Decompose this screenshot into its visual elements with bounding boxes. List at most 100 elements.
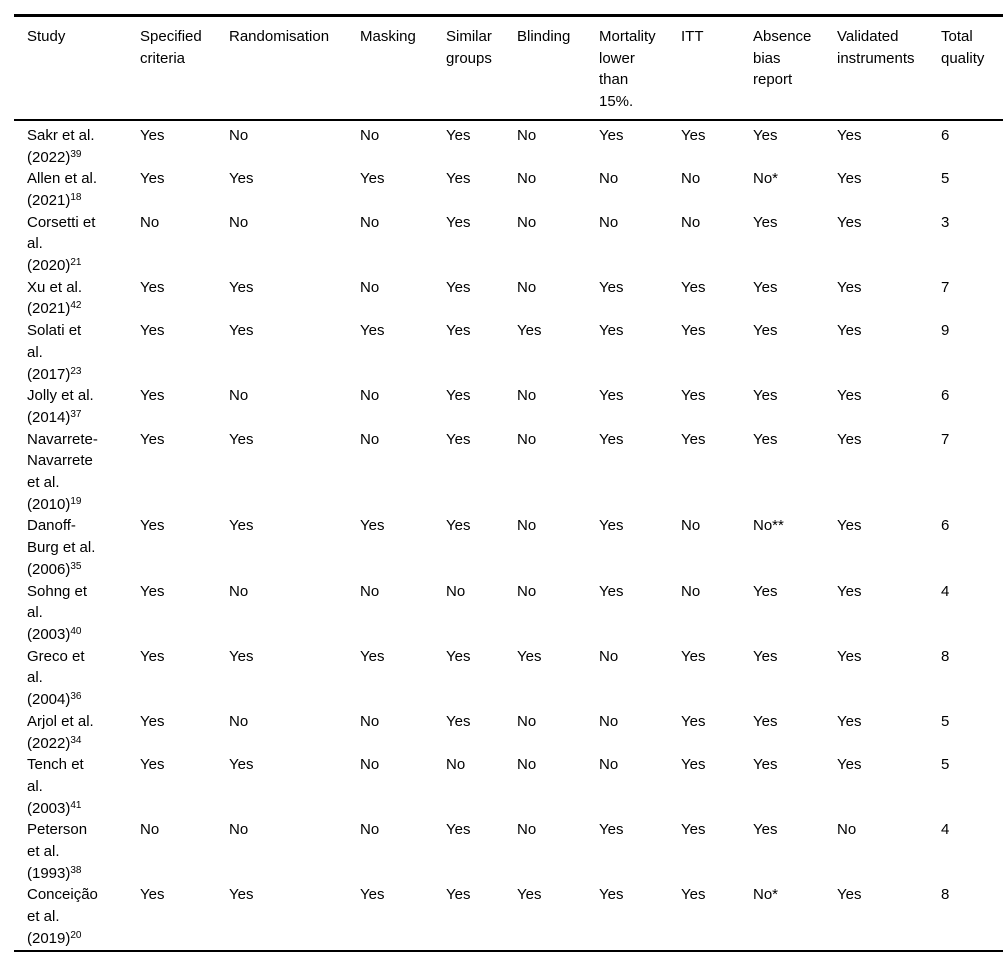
value-cell: Yes: [753, 647, 778, 665]
value-cell: No*: [753, 170, 779, 188]
value-cell: Yes: [599, 582, 624, 600]
study-name: Greco et al. (2004): [27, 647, 85, 709]
value-cell: No: [599, 170, 619, 188]
value-cell: Yes: [446, 430, 471, 448]
total-quality-cell: 8: [941, 647, 950, 665]
study-name: Conceição et al. (2019): [27, 886, 98, 947]
value-cell: Yes: [599, 278, 624, 296]
quality-assessment-table: Study Specified criteria Randomisation Mask…: [14, 14, 1003, 952]
value-cell: Yes: [229, 322, 254, 340]
column-header: Mortality lower than 15%.: [599, 15, 681, 121]
study-cell: Jolly et al. (2014)37: [14, 385, 140, 428]
value-cell: No: [517, 430, 537, 448]
value-cell: No: [681, 170, 701, 188]
table-row: Danoff-Burg et al. (2006)35 Yes Yes Yes Yes N…: [14, 515, 1003, 580]
value-cell: No: [517, 517, 537, 535]
study-cell: Sakr et al. (2022)39: [14, 120, 140, 168]
value-cell: No: [360, 821, 380, 839]
column-header: Validated instruments: [837, 15, 941, 121]
value-cell: Yes: [753, 322, 778, 340]
value-cell: Yes: [837, 170, 862, 188]
value-cell: Yes: [681, 756, 706, 774]
value-cell: No: [229, 712, 249, 730]
value-cell: Yes: [599, 322, 624, 340]
value-cell: No: [517, 213, 537, 231]
value-cell: Yes: [681, 821, 706, 839]
table-row: Jolly et al. (2014)37 Yes No No Yes No Yes Yes Y…: [14, 385, 1003, 428]
value-cell: Yes: [446, 278, 471, 296]
reference-superscript: 40: [70, 625, 82, 637]
study-cell: Xu et al. (2021)42: [14, 277, 140, 320]
value-cell: Yes: [360, 170, 385, 188]
value-cell: No: [360, 582, 380, 600]
value-cell: No: [360, 213, 380, 231]
reference-superscript: 41: [70, 799, 82, 811]
value-cell: No: [517, 278, 537, 296]
table-row: Solati et al. (2017)23 Yes Yes Yes Yes Yes Yes…: [14, 320, 1003, 385]
total-quality-cell: 4: [941, 582, 950, 600]
value-cell: Yes: [229, 170, 254, 188]
value-cell: Yes: [753, 278, 778, 296]
value-cell: Yes: [140, 886, 165, 904]
column-header: Study: [14, 15, 140, 121]
study-name: Corsetti et al. (2020): [27, 213, 96, 275]
value-cell: No: [446, 756, 466, 774]
value-cell: No: [229, 213, 249, 231]
value-cell: No: [360, 387, 380, 405]
value-cell: Yes: [446, 647, 471, 665]
value-cell: No: [140, 213, 160, 231]
value-cell: Yes: [360, 517, 385, 535]
value-cell: Yes: [837, 886, 862, 904]
value-cell: Yes: [837, 756, 862, 774]
reference-superscript: 18: [70, 191, 82, 203]
study-cell: Danoff-Burg et al. (2006)35: [14, 515, 140, 580]
value-cell: Yes: [360, 647, 385, 665]
value-cell: No: [599, 756, 619, 774]
value-cell: No*: [753, 886, 779, 904]
value-cell: Yes: [517, 322, 542, 340]
value-cell: Yes: [837, 517, 862, 535]
value-cell: No: [517, 582, 537, 600]
value-cell: No: [599, 213, 619, 231]
reference-superscript: 21: [70, 257, 82, 269]
study-name: Sakr et al. (2022): [27, 126, 95, 166]
value-cell: Yes: [446, 170, 471, 188]
reference-superscript: 37: [70, 408, 82, 420]
study-cell: Greco et al. (2004)36: [14, 646, 140, 711]
value-cell: No: [681, 582, 701, 600]
value-cell: No: [360, 712, 380, 730]
table-row: Allen et al. (2021)18 Yes Yes Yes Yes No No No N…: [14, 168, 1003, 211]
study-cell: Navarrete-Navarrete et al. (2010)19: [14, 429, 140, 516]
table-row: Navarrete-Navarrete et al. (2010)19 Yes Ye…: [14, 429, 1003, 516]
total-quality-cell: 6: [941, 126, 950, 144]
value-cell: No: [517, 756, 537, 774]
column-header: Randomisation: [229, 15, 360, 121]
value-cell: No: [360, 126, 380, 144]
value-cell: Yes: [360, 886, 385, 904]
value-cell: Yes: [837, 213, 862, 231]
value-cell: Yes: [753, 821, 778, 839]
value-cell: Yes: [140, 712, 165, 730]
value-cell: Yes: [753, 430, 778, 448]
study-name: Navarrete-Navarrete et al. (2010): [27, 430, 98, 513]
value-cell: Yes: [837, 430, 862, 448]
table-row: Corsetti et al. (2020)21 No No No Yes No No No Y…: [14, 212, 1003, 277]
table-row: Xu et al. (2021)42 Yes Yes No Yes No Yes Yes Yes…: [14, 277, 1003, 320]
value-cell: Yes: [837, 278, 862, 296]
value-cell: No: [681, 517, 701, 535]
table-row: Sohng et al. (2003)40 Yes No No No No Yes No Yes…: [14, 581, 1003, 646]
value-cell: Yes: [140, 322, 165, 340]
value-cell: Yes: [599, 387, 624, 405]
value-cell: Yes: [229, 886, 254, 904]
table-body: Sakr et al. (2022)39 Yes No No Yes No Yes Yes Ye…: [14, 120, 1003, 951]
value-cell: Yes: [753, 756, 778, 774]
value-cell: Yes: [837, 712, 862, 730]
value-cell: Yes: [681, 126, 706, 144]
value-cell: Yes: [229, 756, 254, 774]
value-cell: Yes: [681, 322, 706, 340]
value-cell: No: [517, 170, 537, 188]
study-name: Danoff-Burg et al. (2006): [27, 517, 96, 578]
value-cell: Yes: [229, 430, 254, 448]
study-name: Tench et al. (2003): [27, 756, 84, 817]
value-cell: Yes: [446, 213, 471, 231]
